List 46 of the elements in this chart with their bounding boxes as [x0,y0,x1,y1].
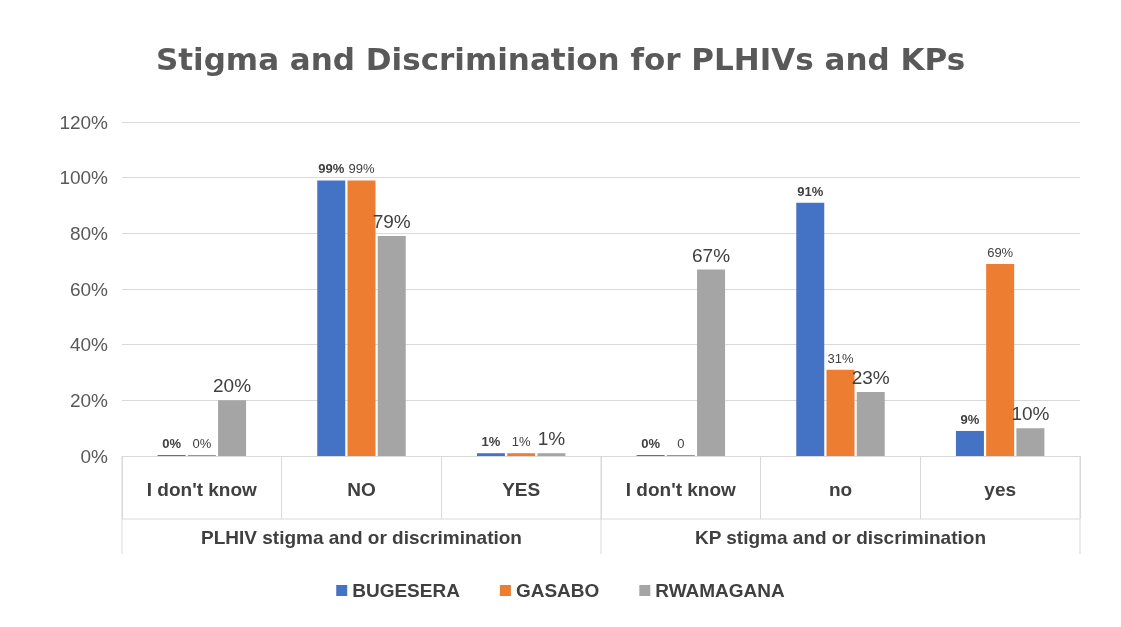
x-tick-label: yes [984,479,1017,500]
x-tick-label: I don't know [146,479,258,500]
y-tick-label: 120% [59,111,109,133]
x-tick-label: I don't know [625,479,737,500]
bar [697,269,726,456]
bar [507,453,536,456]
chart-title: Stigma and Discrimination for PLHIVs and KPs [155,40,966,77]
data-label: 1% [481,434,501,450]
bar [986,263,1015,456]
data-label: 0% [162,436,182,451]
y-tick-label: 100% [59,167,109,189]
data-label: 9% [960,411,980,427]
data-label: 0% [192,436,212,451]
bar [317,180,346,456]
data-label: 20% [213,375,252,397]
data-label: 0% [641,436,661,451]
data-label: 99% [318,161,345,177]
legend-label: BUGESERA [352,580,461,601]
data-label: 69% [987,244,1014,260]
data-label: 99% [348,161,375,177]
data-label: 67% [692,244,731,266]
data-label: 1% [511,434,531,450]
legend-label: GASABO [515,580,600,601]
bar [796,202,825,456]
x-tick-label: NO [347,479,376,500]
data-label: 0 [677,436,685,451]
y-tick-label: 80% [69,222,109,244]
bar [1016,428,1045,456]
y-tick-label: 20% [69,389,109,411]
bar [377,236,406,456]
bar [856,391,885,456]
text: PLHIV stigma and or discrimination [201,526,522,548]
data-label: 91% [797,183,824,199]
bar [218,400,247,456]
data-label: 31% [827,350,854,366]
bar [476,453,505,456]
text: KP stigma and or discrimination [694,526,987,548]
y-tick-label: 60% [69,278,109,300]
x-tick-label: no [828,479,853,500]
y-tick-label: 0% [80,445,109,467]
legend-label: RWAMAGANA [655,580,786,601]
bar [955,430,984,456]
bar [537,453,566,456]
y-tick-label: 40% [69,334,109,356]
data-label: 1% [537,428,566,450]
x-tick-label: YES [502,479,541,500]
